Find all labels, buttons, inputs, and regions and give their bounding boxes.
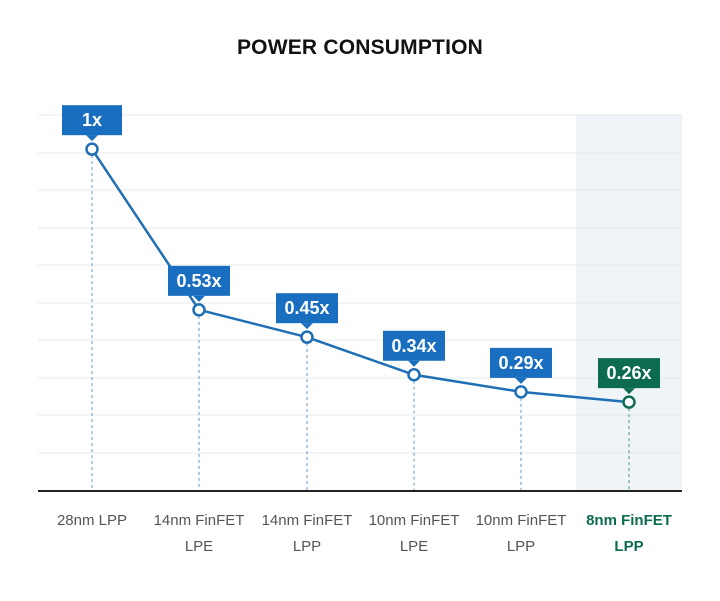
x-tick-label: 14nm FinFET LPP (262, 512, 353, 555)
data-label-pointer (193, 295, 205, 302)
data-label: 0.45x (284, 298, 329, 318)
data-label: 1x (82, 110, 102, 130)
data-label-box (62, 105, 122, 136)
data-label-pointer (408, 360, 420, 367)
data-point (300, 330, 314, 344)
x-tick-label: 8nm FinFET LPP (586, 512, 672, 555)
x-tick-label: 28nm LPP (57, 512, 127, 529)
chart-title: POWER CONSUMPTION (236, 36, 484, 59)
x-tick-label: 10nm FinFET LPE (369, 512, 460, 555)
data-label-pointer (623, 388, 635, 395)
data-label-pointer (515, 377, 527, 384)
data-label-pointer (301, 323, 313, 330)
x-tick-label: 14nm FinFET LPE (154, 512, 245, 555)
data-label: 0.29x (498, 353, 543, 373)
data-label-box (598, 358, 660, 389)
data-label: 0.53x (176, 271, 221, 291)
x-tick-label: 10nm FinFET LPP (476, 512, 567, 555)
data-label: 0.26x (606, 363, 651, 383)
data-label: 0.34x (391, 336, 436, 356)
data-label-box (490, 347, 552, 378)
data-label-pointer (86, 135, 98, 142)
data-point (622, 395, 636, 409)
data-point (192, 303, 206, 317)
data-point (514, 385, 528, 399)
data-point (85, 142, 99, 156)
data-label-box (276, 293, 338, 324)
data-label-box (168, 265, 230, 296)
data-label-box (383, 330, 445, 361)
data-point (407, 368, 421, 382)
